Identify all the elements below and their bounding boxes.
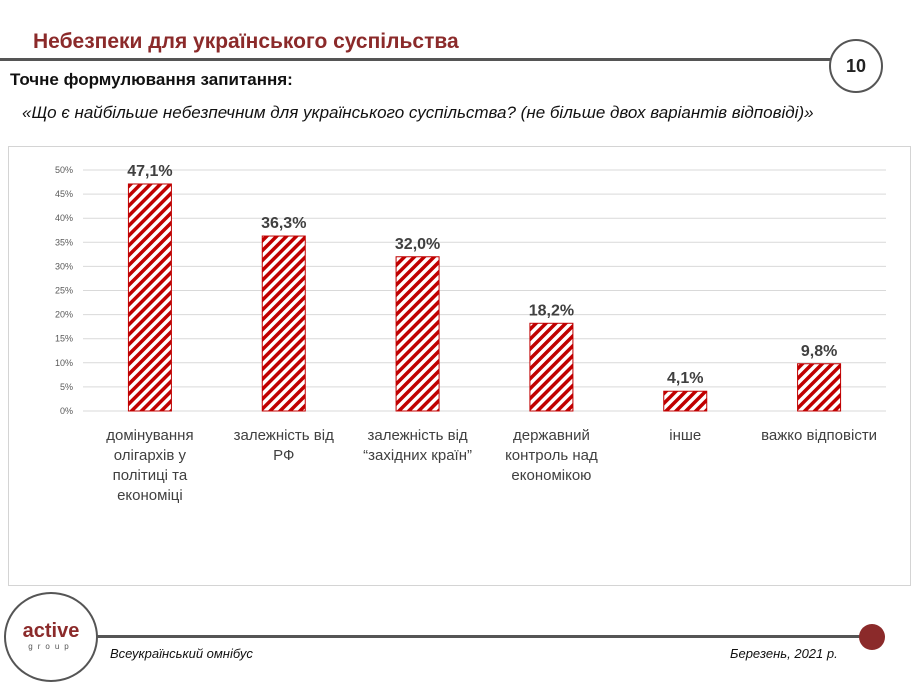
x-category-label: контроль над — [505, 447, 598, 464]
x-category-label: залежність від — [367, 427, 467, 444]
data-label: 18,2% — [529, 302, 574, 319]
x-category-label: економіці — [117, 487, 183, 504]
bar — [395, 256, 440, 412]
y-tick-label: 0% — [60, 406, 73, 416]
x-category-label: інше — [669, 427, 701, 444]
bar — [663, 390, 708, 412]
data-label: 36,3% — [261, 215, 306, 232]
x-category-label: залежність від — [234, 427, 334, 444]
header-divider — [0, 58, 840, 61]
bar — [127, 183, 172, 412]
y-tick-label: 20% — [55, 310, 73, 320]
x-category-label: “західних країн” — [363, 447, 472, 464]
x-category-label: олігархів у — [114, 447, 187, 464]
logo-group-text: group — [28, 642, 74, 651]
logo-active-text: active — [22, 620, 80, 642]
y-tick-label: 35% — [55, 237, 73, 247]
chart-frame — [8, 146, 911, 586]
x-category-label: політиці та — [113, 467, 188, 484]
y-tick-label: 15% — [55, 334, 73, 344]
question-text: «Що є найбільше небезпечним для українсь… — [22, 103, 814, 122]
page-number: 10 — [829, 39, 883, 93]
data-label: 32,0% — [395, 236, 440, 253]
y-tick-label: 30% — [55, 261, 73, 271]
bar — [261, 235, 306, 412]
footer-divider — [55, 635, 870, 638]
bar-chart: 0% 5% 10% 15% 20% 25% 30% 35% 40% 45% 50% 47,1% домі… — [55, 163, 886, 504]
footer-date: Березень, 2021 р. — [730, 646, 838, 661]
bar — [797, 363, 842, 412]
y-tick-label: 5% — [60, 382, 73, 392]
data-label: 4,1% — [667, 370, 703, 387]
data-label: 9,8% — [801, 343, 837, 360]
x-category-label: домінування — [106, 427, 193, 444]
y-tick-label: 50% — [55, 165, 73, 175]
x-category-label: важко відповісти — [761, 427, 877, 444]
y-tick-label: 10% — [55, 358, 73, 368]
question-label: Точне формулювання запитання: — [10, 70, 293, 89]
company-logo: active group — [4, 592, 98, 682]
y-tick-label: 25% — [55, 286, 73, 296]
x-category-label: економікою — [511, 467, 591, 484]
y-tick-label: 45% — [55, 189, 73, 199]
page-title: Небезпеки для українського суспільства — [33, 30, 459, 53]
footer-dot — [859, 624, 885, 650]
x-category-label: державний — [513, 427, 590, 444]
x-category-label: РФ — [273, 447, 294, 464]
y-tick-label: 40% — [55, 213, 73, 223]
bar — [529, 322, 574, 412]
data-label: 47,1% — [127, 163, 172, 180]
footer-survey-name: Всеукраїнський омнібус — [110, 646, 253, 661]
